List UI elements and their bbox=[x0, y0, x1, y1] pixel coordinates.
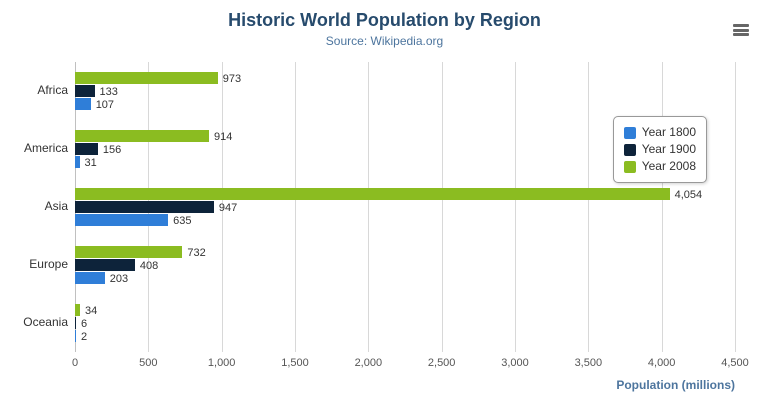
bar-africa-year-1800[interactable] bbox=[75, 98, 91, 110]
hamburger-menu-icon[interactable] bbox=[733, 24, 749, 36]
hamburger-line bbox=[733, 28, 749, 32]
plot-area: 973 133 107 914 156 31 4,054 947 635 732 408 203 34 6… bbox=[75, 62, 736, 352]
x-tick-label: 1,500 bbox=[281, 357, 309, 369]
legend-symbol bbox=[623, 126, 636, 139]
gridline bbox=[515, 62, 516, 352]
bar-europe-year-2008[interactable] bbox=[75, 246, 183, 258]
gridline bbox=[735, 62, 736, 352]
bar-value-label: 914 bbox=[214, 131, 233, 143]
bar-value-label: 4,054 bbox=[674, 189, 703, 201]
legend: Year 1800 Year 1900 Year 2008 bbox=[612, 116, 707, 183]
x-tick-label: 0 bbox=[71, 357, 79, 369]
chart-title: Historic World Population by Region bbox=[228, 10, 541, 30]
bar-value-label: 635 bbox=[173, 215, 192, 227]
legend-label: Year 1900 bbox=[641, 142, 696, 156]
gridline bbox=[221, 62, 223, 352]
bar-america-year-2008[interactable] bbox=[75, 130, 210, 142]
x-tick-label: 2,000 bbox=[354, 357, 383, 369]
x-tick-label: 500 bbox=[139, 357, 158, 369]
gridline bbox=[368, 62, 370, 352]
legend-item-year-1800[interactable]: Year 1800 bbox=[623, 124, 696, 141]
bar-oceania-year-1800[interactable] bbox=[75, 330, 76, 342]
chart-subtitle: Source: Wikipedia.org bbox=[325, 34, 444, 48]
bar-oceania-year-1900[interactable] bbox=[75, 317, 76, 329]
gridline bbox=[295, 62, 296, 352]
bar-value-label: 973 bbox=[222, 73, 242, 85]
bar-asia-year-2008[interactable] bbox=[75, 188, 670, 200]
bar-oceania-year-2008[interactable] bbox=[75, 304, 80, 316]
bar-value-label: 6 bbox=[81, 318, 88, 330]
bar-value-label: 2 bbox=[81, 331, 88, 343]
x-tick-label: 3,500 bbox=[574, 357, 603, 369]
bar-asia-year-1800[interactable] bbox=[75, 214, 169, 226]
x-tick-label: 4,000 bbox=[647, 357, 676, 369]
legend-label: Year 1800 bbox=[641, 125, 696, 139]
category-label-asia: Asia bbox=[44, 199, 68, 213]
bar-africa-year-2008[interactable] bbox=[75, 72, 218, 84]
bar-value-label: 408 bbox=[139, 260, 159, 272]
bar-asia-year-1900[interactable] bbox=[75, 201, 214, 213]
legend-item-year-1900[interactable]: Year 1900 bbox=[623, 141, 696, 158]
x-tick-label: 4,500 bbox=[721, 357, 749, 369]
bar-value-label: 133 bbox=[99, 86, 118, 98]
x-tick-label: 2,500 bbox=[427, 357, 456, 369]
bar-africa-year-1900[interactable] bbox=[75, 85, 95, 97]
bar-america-year-1900[interactable] bbox=[75, 143, 98, 155]
legend-item-year-2008[interactable]: Year 2008 bbox=[623, 158, 696, 175]
bar-europe-year-1900[interactable] bbox=[75, 259, 135, 271]
hamburger-line bbox=[733, 33, 749, 36]
bar-value-label: 34 bbox=[84, 305, 98, 317]
bar-value-label: 107 bbox=[95, 99, 115, 111]
x-axis-title: Population (millions) bbox=[616, 378, 735, 392]
hamburger-line bbox=[733, 24, 749, 27]
bar-europe-year-1800[interactable] bbox=[75, 272, 105, 284]
bar-value-label: 732 bbox=[187, 247, 206, 259]
gridline bbox=[441, 62, 443, 352]
gridline bbox=[661, 62, 663, 352]
legend-symbol bbox=[623, 143, 636, 156]
bar-value-label: 156 bbox=[102, 144, 122, 156]
x-tick-label: 3,000 bbox=[501, 357, 529, 369]
gridline bbox=[588, 62, 590, 352]
category-label-europe: Europe bbox=[29, 257, 68, 271]
category-label-america: America bbox=[23, 141, 68, 155]
x-tick-label: 1,000 bbox=[207, 357, 236, 369]
legend-symbol bbox=[623, 160, 636, 173]
bar-america-year-1800[interactable] bbox=[75, 156, 80, 168]
category-label-africa: Africa bbox=[37, 83, 68, 97]
bar-value-label: 947 bbox=[218, 202, 238, 214]
bar-value-label: 203 bbox=[109, 273, 129, 285]
category-label-oceania: Oceania bbox=[23, 315, 68, 329]
legend-label: Year 2008 bbox=[641, 159, 696, 173]
bar-value-label: 31 bbox=[84, 157, 97, 169]
